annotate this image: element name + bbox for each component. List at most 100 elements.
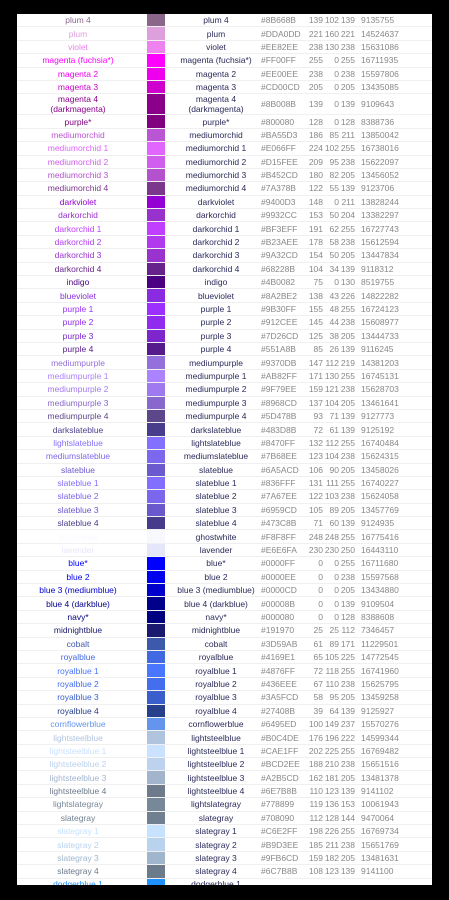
color-name: darkorchid 1 xyxy=(192,223,240,234)
color-name: lightslategray xyxy=(190,799,242,810)
color-row: magenta 3 magenta 3 #CD00CD 205 0 205 13435085 xyxy=(17,80,432,95)
blue-value: 205 xyxy=(340,504,355,515)
green-value: 248 xyxy=(324,531,339,542)
color-swatch xyxy=(147,838,165,851)
color-name-sample: mediumslateblue xyxy=(45,451,111,462)
color-name-sample: mediumorchid 2 xyxy=(47,156,109,167)
red-value: 61 xyxy=(313,638,323,649)
color-name-sample: cornflowerblue xyxy=(50,719,106,730)
blue-value: 139 xyxy=(340,99,355,110)
hex-code: #DDA0DD xyxy=(261,28,301,39)
green-value: 0 xyxy=(334,196,339,207)
hex-code: #FF00FF xyxy=(261,55,296,66)
decimal-value: 15625795 xyxy=(361,678,399,689)
color-name-sample: purple 1 xyxy=(62,304,94,314)
color-name-sample: lavender xyxy=(61,545,95,556)
decimal-value: 9125927 xyxy=(361,705,395,716)
decimal-value: 16740484 xyxy=(361,437,399,448)
color-swatch xyxy=(147,664,165,677)
color-name: slateblue 4 xyxy=(195,518,237,529)
blue-value: 238 xyxy=(340,451,355,462)
color-name: purple 4 xyxy=(200,344,232,355)
blue-value: 205 xyxy=(340,170,355,181)
color-swatch xyxy=(147,771,165,784)
red-value: 125 xyxy=(308,330,323,341)
color-swatch xyxy=(147,222,165,235)
blue-value: 139 xyxy=(340,424,355,435)
hex-code: #CD00CD xyxy=(261,82,300,93)
color-row: ghostwhite ghostwhite #F8F8FF 248 248 255 1677… xyxy=(17,530,432,544)
hex-code: #EE82EE xyxy=(261,41,298,52)
blue-value: 139 xyxy=(340,183,355,194)
red-value: 202 xyxy=(308,745,323,756)
color-name-sample: lightsteelblue xyxy=(53,732,103,743)
hex-code: #27408B xyxy=(261,705,296,716)
red-value: 104 xyxy=(308,263,323,274)
red-value: 224 xyxy=(308,143,323,154)
green-value: 0 xyxy=(334,99,339,110)
color-name: dodgerblue 1 (dodgerblue) xyxy=(191,878,241,885)
red-value: 72 xyxy=(313,424,323,435)
color-row: cornflowerblue cornflowerblue #6495ED 100 14… xyxy=(17,717,432,732)
decimal-value: 15622097 xyxy=(361,156,399,167)
hex-code: #0000CD xyxy=(261,585,297,596)
red-value: 198 xyxy=(308,826,323,837)
color-name: mediumorchid 4 xyxy=(185,183,247,194)
blue-value: 144 xyxy=(340,812,355,823)
blue-value: 204 xyxy=(340,210,355,221)
color-row: mediumslateblue mediumslateblue #7B68EE 123… xyxy=(17,450,432,464)
green-value: 196 xyxy=(324,732,339,743)
hex-code: #4169E1 xyxy=(261,652,296,663)
color-row: midnightblue midnightblue #191970 25 25 112 73… xyxy=(17,624,432,638)
blue-value: 250 xyxy=(340,545,355,556)
hex-code: #000080 xyxy=(261,611,295,622)
hex-code: #BA55D3 xyxy=(261,129,298,140)
color-name: slategray 2 xyxy=(195,839,237,850)
green-value: 105 xyxy=(324,652,339,663)
color-name-sample: purple* xyxy=(64,116,92,127)
hex-code: #8470FF xyxy=(261,437,296,448)
green-value: 182 xyxy=(324,853,339,864)
color-name: magenta 3 xyxy=(195,82,237,93)
color-name-sample: slateblue xyxy=(60,464,96,475)
decimal-value: 9141102 xyxy=(361,786,394,797)
decimal-value: 16738016 xyxy=(361,143,399,154)
blue-value: 139 xyxy=(340,705,355,716)
green-value: 123 xyxy=(324,866,339,877)
green-value: 118 xyxy=(325,665,339,676)
color-name: darkorchid 2 xyxy=(192,237,240,248)
decimal-value: 16775416 xyxy=(361,531,399,542)
decimal-value: 15608977 xyxy=(361,317,399,328)
red-value: 162 xyxy=(308,772,323,783)
green-value: 0 xyxy=(334,571,339,582)
color-name-sample: cobalt xyxy=(66,638,90,649)
color-name: purple* xyxy=(202,116,230,127)
green-value: 112 xyxy=(325,437,339,448)
color-name-sample: royalblue 3 xyxy=(57,692,99,703)
color-swatch xyxy=(147,476,165,490)
color-name: slateblue 3 xyxy=(195,504,237,515)
decimal-value: 13444733 xyxy=(361,330,399,341)
hex-code: #B23AEE xyxy=(261,237,298,248)
color-name-sample: ghostwhite xyxy=(57,531,99,542)
green-value: 0 xyxy=(334,611,339,622)
color-name-sample: mediumpurple 4 xyxy=(47,411,109,422)
color-row: mediumorchid 4 mediumorchid 4 #7A378B 122 55… xyxy=(17,182,432,196)
color-row: magenta (fuchsia*) magenta (fuchsia*) #FF0… xyxy=(17,54,432,68)
red-value: 176 xyxy=(308,732,323,743)
color-swatch xyxy=(147,463,165,476)
color-swatch xyxy=(147,27,165,40)
green-value: 111 xyxy=(326,478,339,489)
decimal-value: 8388736 xyxy=(361,116,395,127)
color-row: blue 3 (mediumblue) blue 3 (mediumblue) #0… xyxy=(17,584,432,598)
green-value: 89 xyxy=(329,638,339,649)
red-value: 191 xyxy=(308,223,323,234)
decimal-value: 9124935 xyxy=(361,518,395,529)
hex-code: #473C8B xyxy=(261,518,297,529)
decimal-value: 9125192 xyxy=(361,424,395,435)
green-value: 60 xyxy=(329,518,339,529)
red-value: 147 xyxy=(308,357,323,368)
color-name-sample: navy* xyxy=(67,611,89,622)
color-name-sample: mediumorchid xyxy=(51,129,105,140)
color-name-sample: blue 3 (mediumblue) xyxy=(39,585,117,596)
